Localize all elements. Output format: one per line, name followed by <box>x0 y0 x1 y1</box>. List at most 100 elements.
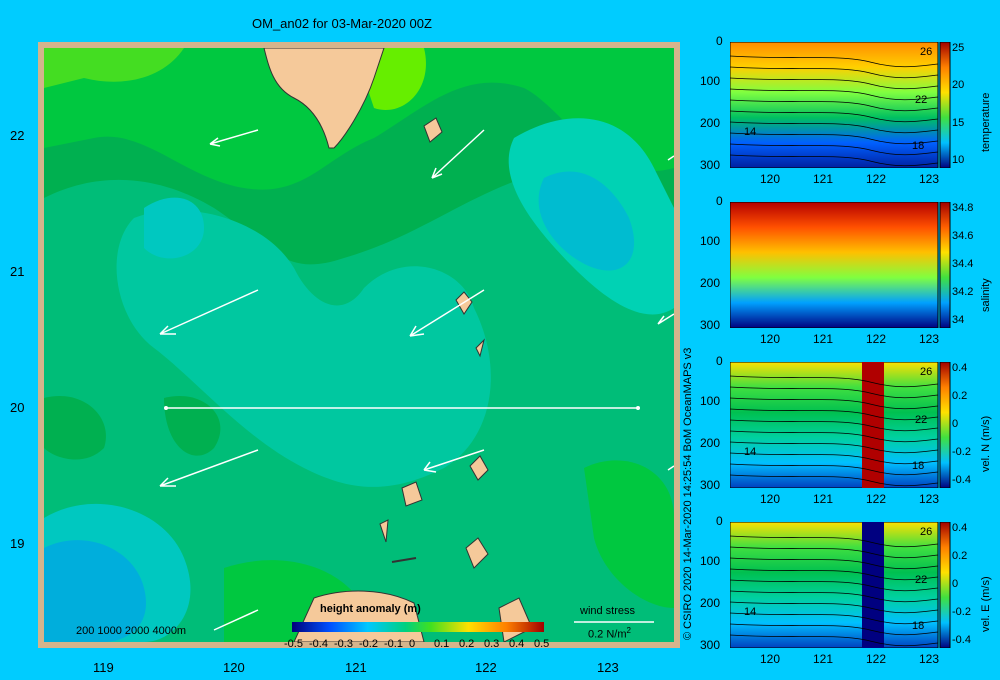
panel-colorbar-tick-label: 0.4 <box>952 362 968 374</box>
wind-arrows <box>159 129 674 631</box>
panel-contour-label: 26 <box>920 366 933 378</box>
map-x-tick-label: 119 <box>93 660 114 675</box>
colorbar-ticks: -0.5 -0.4 -0.3 -0.2 -0.1 0 0.1 0.2 0.3 0.4 0.5 <box>284 638 549 652</box>
map-plot <box>44 48 674 642</box>
panel-contour-label: 18 <box>912 460 925 472</box>
contour-region <box>584 460 674 608</box>
map-x-tick-label: 122 <box>475 660 497 675</box>
panel-y-tick-label: 0 <box>716 34 723 48</box>
panel-colorbar-tick-label: 0.2 <box>952 390 968 402</box>
panel-y-tick-label: 100 <box>700 394 721 408</box>
panel-y-tick-label: 200 <box>700 276 721 290</box>
panel-y-tick-label: 300 <box>700 318 721 332</box>
depth-legend: 200 1000 2000 4000m <box>76 625 187 637</box>
section-panel-1 <box>730 202 951 328</box>
colorbar-tick-label: -0.3 <box>334 638 353 650</box>
panel-colorbar-tick-label: 0 <box>952 578 959 590</box>
panel-colorbar-tick-label: 34.8 <box>952 202 974 214</box>
panel-colorbar-tick-label: 0.2 <box>952 550 968 562</box>
panel-y-tick-label: 200 <box>700 116 721 130</box>
map-y-tick-label: 19 <box>10 536 25 551</box>
map-y-tick-label: 22 <box>10 128 25 143</box>
panel-colorbar-label: vel. E (m/s) <box>980 576 992 632</box>
panel-contour-label: 22 <box>915 94 928 106</box>
map-x-tick-label: 123 <box>597 660 619 675</box>
colorbar-tick-label: 0.4 <box>509 638 525 650</box>
panel-contour-label: 18 <box>912 140 925 152</box>
colorbar-tick-label: 0.3 <box>484 638 500 650</box>
colorbar-tick-label: -0.4 <box>309 638 328 650</box>
height-colorbar <box>292 622 544 632</box>
panel-x-tick-label: 122 <box>866 492 887 506</box>
panel-colorbar-tick-label: -0.2 <box>952 606 971 618</box>
colorbar-tick-label: 0.5 <box>534 638 550 650</box>
panel-x-tick-label: 123 <box>919 652 940 666</box>
panel-y-tick-label: 300 <box>700 638 721 652</box>
colorbar-tick-label: 0 <box>409 638 416 650</box>
panel-colorbar-tick-label: 0.4 <box>952 522 968 534</box>
colorbar-title: height anomaly (m) <box>320 603 421 615</box>
land-mass <box>379 519 389 543</box>
section-line <box>164 406 640 410</box>
panel-x-tick-label: 121 <box>813 172 834 186</box>
panel-x-tick-label: 121 <box>813 652 834 666</box>
panel-colorbar-tick-label: 15 <box>952 116 965 129</box>
land-mass <box>475 338 485 358</box>
panel-x-tick-label: 120 <box>760 652 781 666</box>
colorbar-tick-label: 0.2 <box>459 638 475 650</box>
panel-x-tick-label: 123 <box>919 332 940 346</box>
panel-colorbar-tick-label: 34.4 <box>952 258 974 270</box>
panel-x-tick-label: 120 <box>760 332 781 346</box>
contour-region <box>538 171 635 271</box>
panel-colorbar-label: salinity <box>980 278 992 312</box>
contour-region <box>44 540 146 642</box>
panel-y-tick-label: 100 <box>700 74 721 88</box>
panel-contour-label: 14 <box>744 126 757 138</box>
land-mass <box>469 455 489 481</box>
map-y-tick-label: 20 <box>10 400 25 415</box>
panel-colorbar-tick-label: -0.2 <box>952 446 971 458</box>
map-y-tick-label: 21 <box>10 264 25 279</box>
credit-text: © CSIRO 2020 14-Mar-2020 14:25:54 BoM Oc… <box>682 347 694 640</box>
contour-region <box>116 210 491 487</box>
map-x-tick-label: 121 <box>345 660 367 675</box>
land-mass <box>423 117 443 143</box>
panel-x-tick-label: 123 <box>919 172 940 186</box>
section-panel-2 <box>730 362 951 488</box>
contour-region <box>44 396 106 460</box>
panel-colorbar-tick-label: 34.2 <box>952 286 974 298</box>
land-mass <box>465 537 489 569</box>
panel-contour-label: 14 <box>744 446 757 458</box>
panel-y-tick-label: 200 <box>700 436 721 450</box>
panel-x-tick-label: 121 <box>813 492 834 506</box>
panel-x-tick-label: 120 <box>760 172 781 186</box>
panel-y-tick-label: 200 <box>700 596 721 610</box>
section-panel-0 <box>730 42 951 168</box>
panel-contour-label: 22 <box>915 574 928 586</box>
panel-y-tick-label: 100 <box>700 234 721 248</box>
panel-y-tick-label: 300 <box>700 478 721 492</box>
contour-region <box>44 48 184 88</box>
panel-x-tick-label: 122 <box>866 172 887 186</box>
chart-title: OM_an02 for 03-Mar-2020 00Z <box>252 16 432 31</box>
panel-colorbar-tick-label: 10 <box>952 154 965 166</box>
panel-y-tick-label: 0 <box>716 194 723 208</box>
panel-contour-label: 26 <box>920 46 933 58</box>
colorbar-tick-label: -0.1 <box>384 638 403 650</box>
panel-contour-label: 26 <box>920 526 933 538</box>
panel-y-tick-label: 300 <box>700 158 721 172</box>
panel-contour-label: 14 <box>744 606 757 618</box>
land-mass <box>401 481 423 507</box>
panel-colorbar-tick-label: 0 <box>952 418 959 430</box>
panel-x-tick-label: 122 <box>866 652 887 666</box>
section-panel-3 <box>730 522 951 648</box>
wind-label: wind stress <box>580 605 636 617</box>
panel-colorbar-tick-label: 34 <box>952 314 965 326</box>
panel-colorbar-label: temperature <box>980 92 992 152</box>
panel-colorbar-label: vel. N (m/s) <box>980 415 992 472</box>
panel-contour-label: 22 <box>915 414 928 426</box>
panel-x-tick-label: 122 <box>866 332 887 346</box>
colorbar-tick-label: -0.2 <box>359 638 378 650</box>
panel-x-tick-label: 123 <box>919 492 940 506</box>
wind-scale-value: 0.2 N/m2 <box>588 626 631 641</box>
